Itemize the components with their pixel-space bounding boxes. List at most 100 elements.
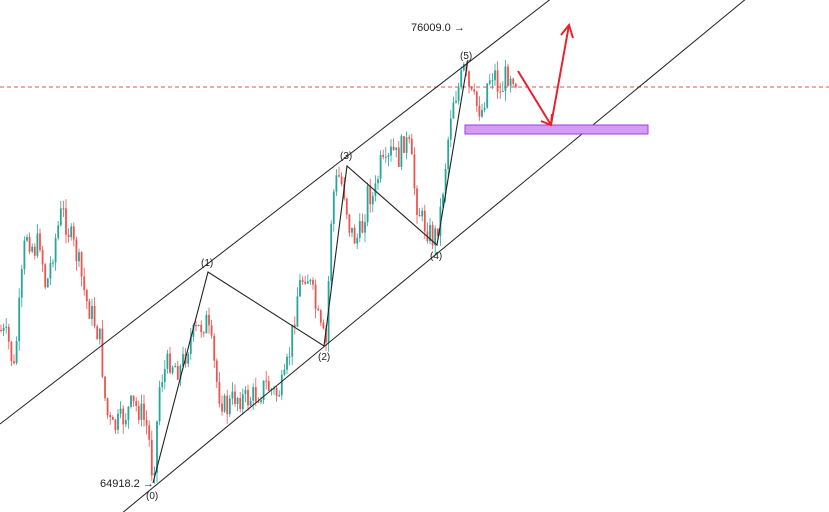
- candle-body: [15, 341, 18, 364]
- candle-body: [267, 381, 270, 391]
- candle-body: [39, 233, 41, 250]
- candle-body: [273, 388, 275, 390]
- candle-body: [36, 233, 39, 256]
- candle-body: [244, 389, 247, 395]
- elliott-wave-line: [152, 59, 469, 484]
- candle-body: [475, 91, 478, 106]
- candle-body: [384, 156, 387, 158]
- candle-body: [98, 328, 101, 340]
- candle-body: [291, 324, 294, 357]
- channel-upper-line: [0, 0, 551, 425]
- candle-body: [228, 398, 231, 414]
- candle-body: [410, 138, 413, 155]
- candle-body: [239, 398, 242, 410]
- candle-body: [481, 110, 483, 117]
- candle-body: [423, 210, 426, 232]
- channel-lower-line: [122, 0, 746, 512]
- candle-body: [122, 408, 125, 425]
- candle-body: [468, 71, 470, 87]
- candle-body: [119, 408, 122, 414]
- candle-body: [358, 221, 361, 238]
- candle-body: [0, 330, 2, 331]
- candle-body: [166, 353, 169, 369]
- candle-body: [379, 154, 382, 179]
- candle-body: [421, 210, 424, 217]
- candle-body: [111, 417, 114, 420]
- candle-body: [408, 137, 411, 139]
- candle-body: [33, 246, 36, 256]
- candle-body: [241, 394, 244, 410]
- wave-label-1: (1): [201, 258, 213, 269]
- candle-body: [130, 395, 132, 407]
- candle-body: [413, 154, 416, 189]
- candle-body: [137, 406, 140, 420]
- candle-body: [101, 328, 104, 377]
- candle-body: [80, 252, 83, 277]
- candle-body: [296, 296, 299, 327]
- candle-body: [176, 365, 179, 380]
- candle-body: [127, 406, 130, 420]
- candle-body: [57, 225, 60, 238]
- candle-body: [192, 325, 195, 337]
- candle-body: [496, 70, 499, 92]
- candle-body: [364, 222, 366, 233]
- candle-body: [340, 176, 343, 184]
- candle-body: [436, 228, 439, 236]
- candle-body: [75, 239, 78, 262]
- candle-body: [400, 136, 403, 167]
- candle-body: [254, 387, 257, 402]
- candle-body: [377, 179, 379, 184]
- candle-body: [189, 336, 192, 354]
- candle-body: [231, 391, 234, 399]
- wave-label-2: (2): [318, 352, 330, 363]
- candle-body: [361, 221, 364, 233]
- candle-body: [174, 365, 177, 368]
- candle-body: [205, 314, 208, 334]
- projection-arrows: [517, 22, 574, 127]
- candle-body: [283, 369, 286, 375]
- candle-body: [49, 263, 52, 279]
- candle-body: [314, 284, 317, 309]
- candle-body: [117, 413, 119, 430]
- candle-body: [397, 147, 400, 167]
- candle-body: [106, 398, 109, 416]
- candle-body: [395, 147, 398, 150]
- candle-body: [208, 314, 210, 326]
- candle-body: [221, 403, 223, 412]
- candle-body: [257, 401, 260, 403]
- candle-body: [179, 365, 182, 380]
- candle-body: [85, 289, 88, 302]
- candle-body: [171, 367, 174, 373]
- candle-body: [325, 328, 327, 343]
- candle-body: [161, 382, 164, 388]
- candle-body: [195, 325, 197, 327]
- candle-body: [353, 227, 356, 244]
- wave-label-4: (4): [430, 251, 442, 262]
- candle-body: [67, 234, 70, 238]
- candle-body: [182, 354, 184, 366]
- candle-body: [486, 83, 489, 108]
- candle-body: [202, 332, 205, 334]
- candle-body: [371, 195, 374, 205]
- candle-body: [293, 324, 296, 327]
- candle-body: [504, 66, 507, 91]
- candle-body: [330, 223, 333, 282]
- candle-body: [405, 137, 408, 153]
- candle-body: [444, 169, 447, 195]
- candle-body: [132, 395, 135, 401]
- candle-body: [28, 237, 31, 252]
- arrow-down: [517, 70, 552, 126]
- candle-body: [470, 86, 473, 90]
- candles-layer: [0, 60, 517, 484]
- candle-body: [312, 279, 314, 285]
- candle-body: [348, 214, 351, 233]
- candle-body: [416, 188, 418, 215]
- candle-body: [488, 80, 491, 84]
- candle-body: [483, 107, 486, 111]
- candle-body: [93, 306, 96, 327]
- low-price-label: 64918.2 →: [100, 478, 154, 490]
- candle-body: [356, 237, 359, 244]
- candle-body: [286, 356, 288, 370]
- candle-body: [91, 306, 93, 319]
